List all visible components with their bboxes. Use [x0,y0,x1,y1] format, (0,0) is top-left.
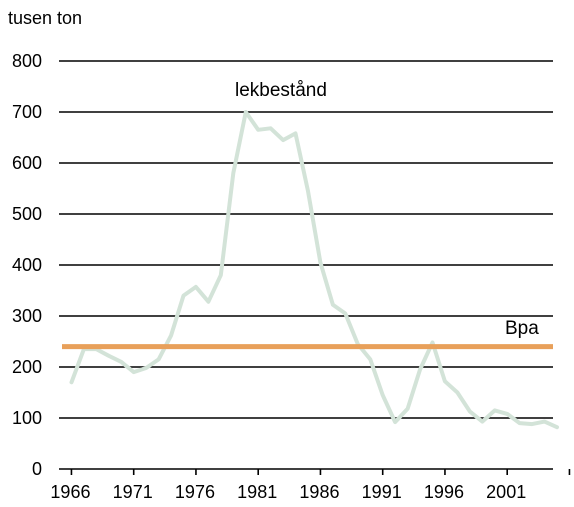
y-tick-label-0: 0 [32,459,42,479]
y-tick-label-300: 300 [12,306,42,326]
y-tick-label-800: 800 [12,51,42,71]
y-tick-label-500: 500 [12,204,42,224]
unit-label: tusen ton [8,8,82,28]
x-tick-label-1981: 1981 [237,482,277,502]
series-label-lekbestand: lekbestånd [235,80,327,101]
y-tick-label-200: 200 [12,357,42,377]
y-tick-labels: 0 100 200 300 400 500 600 700 800 [12,51,42,479]
x-axis: 1966 1971 1976 1981 1986 1991 1996 2001 [50,468,571,502]
reference-label-bpa: Bpa [505,318,539,339]
x-tick-label-1966: 1966 [50,482,90,502]
series-layer [69,110,559,430]
x-tick-label-2001: 2001 [486,482,526,502]
x-tick-label-1971: 1971 [113,482,153,502]
x-tick-label-1976: 1976 [175,482,215,502]
y-tick-label-100: 100 [12,408,42,428]
series-line-0 [69,110,559,430]
y-tick-label-600: 600 [12,153,42,173]
x-tick-label-1986: 1986 [299,482,339,502]
y-tick-label-700: 700 [12,102,42,122]
x-tick-label-1991: 1991 [362,482,402,502]
grid [59,60,553,419]
x-tick-label-1996: 1996 [424,482,464,502]
y-tick-label-400: 400 [12,255,42,275]
